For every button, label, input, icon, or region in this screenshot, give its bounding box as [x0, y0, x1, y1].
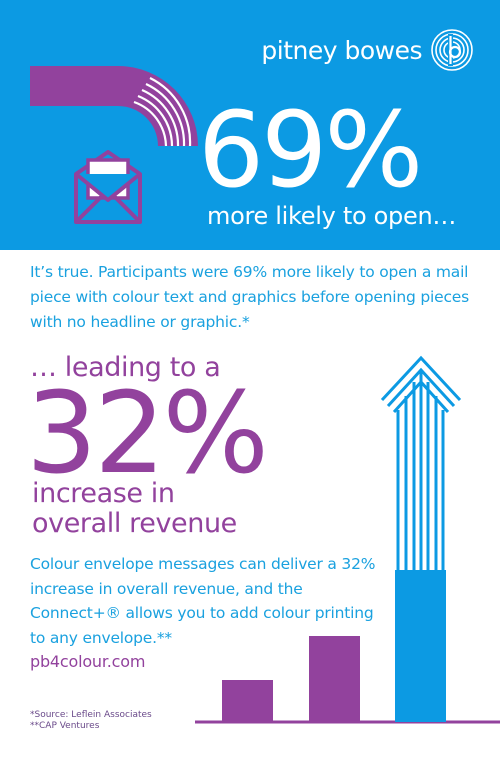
intro-text: It’s true. Participants were 69% more li…: [30, 263, 470, 331]
rainbow-arc-graphic: [30, 66, 198, 147]
source-note-2: **CAP Ventures: [30, 721, 100, 731]
pb-logo-icon: [431, 29, 473, 71]
revenue-percent: 32%: [26, 369, 269, 499]
source-note-1: *Source: Leflein Associates: [30, 710, 152, 720]
bar-small: [222, 680, 273, 722]
body-text: Colour envelope messages can deliver a 3…: [30, 555, 376, 647]
headline-subtitle: more likely to open…: [207, 202, 457, 230]
brand: pitney bowes: [261, 28, 474, 72]
bar-medium: [309, 636, 360, 722]
growth-bars-graphic: [195, 355, 500, 724]
revenue-line-1: increase in: [32, 478, 175, 509]
headline-percent: 69%: [198, 89, 423, 211]
bar-tall-stripes: [396, 370, 445, 570]
revenue-lead: … leading to a: [30, 352, 221, 383]
envelope-icon: [74, 150, 142, 224]
revenue-line-2: overall revenue: [32, 508, 237, 539]
bar-tall-solid: [395, 570, 446, 722]
arrow-head: [380, 355, 462, 414]
website-link[interactable]: pb4colour.com: [30, 652, 146, 671]
brand-name: pitney bowes: [261, 35, 422, 65]
